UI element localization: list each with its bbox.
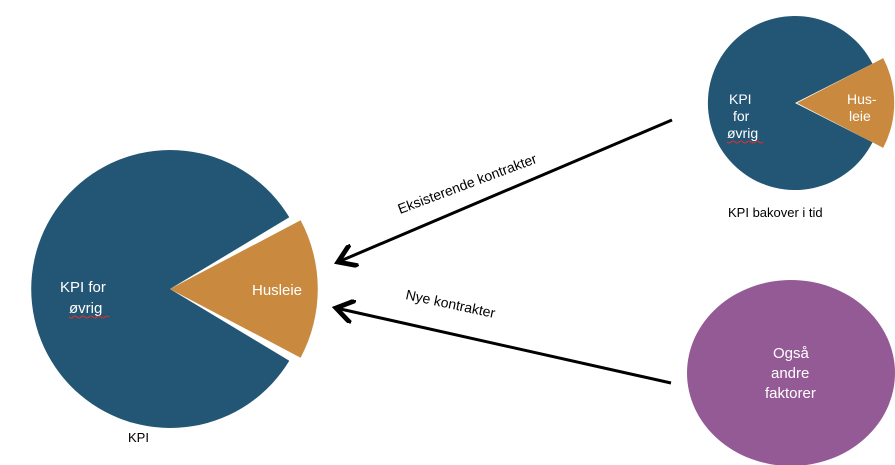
main-pie-husleie-label: Husleie: [252, 282, 302, 299]
main-pie: KPI for øvrig Husleie KPI: [31, 150, 318, 445]
small-pie-caption: KPI bakover i tid: [728, 205, 823, 220]
main-pie-kpi-label-line2: øvrig: [69, 300, 102, 317]
small-pie-kpi-label-line3: øvrig: [727, 125, 758, 141]
other-factors-shape: [687, 280, 895, 465]
main-pie-kpi-slice: [31, 150, 290, 429]
other-factors-label-line1: Også: [773, 345, 810, 362]
small-pie-husleie-slice: [797, 58, 895, 148]
new-contracts-arrow: [336, 308, 672, 385]
main-pie-husleie-slice: [170, 220, 318, 358]
spellcheck-underline: [726, 140, 764, 144]
small-pie-kpi-label-line2: for: [733, 108, 750, 124]
other-factors-label-line3: faktorer: [765, 385, 816, 402]
arrows: Eksisterende kontrakter Nye kontrakter: [336, 118, 673, 385]
small-pie-kpi-slice: [707, 16, 873, 191]
small-pie: KPI for øvrig Hus- leie KPI bakover i ti…: [707, 16, 895, 220]
new-contracts-label: Nye kontrakter: [404, 286, 497, 321]
other-factors-circle: Også andre faktorer: [687, 280, 895, 465]
spellcheck-underline: [68, 315, 110, 319]
main-pie-caption: KPI: [128, 430, 149, 445]
existing-contracts-arrow: [338, 118, 673, 262]
small-pie-husleie-label-line1: Hus-: [847, 91, 877, 107]
other-factors-label-line2: andre: [771, 365, 809, 382]
main-pie-kpi-label-line1: KPI for: [60, 279, 106, 296]
small-pie-husleie-label-line2: leie: [849, 108, 871, 124]
small-pie-kpi-label-line1: KPI: [729, 91, 752, 107]
